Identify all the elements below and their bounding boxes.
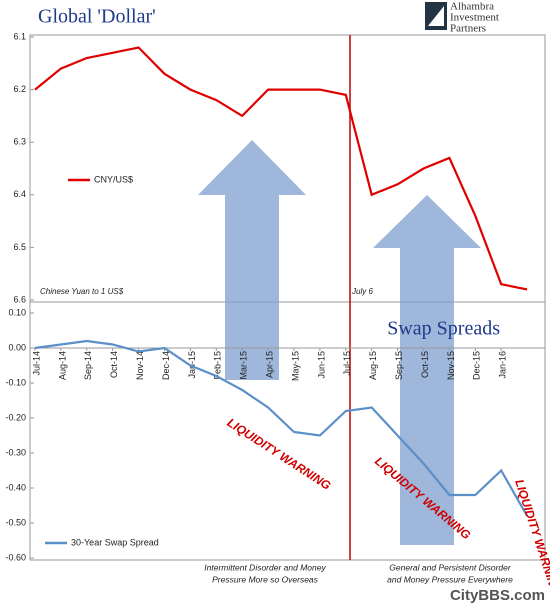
y-tick-label: -0.10	[5, 377, 26, 387]
x-tick-label: Aug-15	[368, 351, 378, 380]
y-tick-label: -0.20	[5, 412, 26, 422]
frame	[29, 34, 546, 561]
annotation: and Money Pressure Everywhere	[387, 574, 513, 584]
chart-title: Global 'Dollar'	[38, 6, 156, 28]
x-tick-label: Nov-15	[446, 351, 456, 380]
y-tick-label: -0.40	[5, 482, 26, 492]
logo-icon	[428, 6, 444, 26]
x-tick-label: May-15	[290, 351, 300, 381]
annotation: Pressure More so Overseas	[212, 574, 319, 584]
x-tick-label: Oct-14	[109, 351, 119, 378]
x-tick-label: Sep-14	[83, 351, 93, 380]
annotation: General and Persistent Disorder	[389, 562, 512, 572]
data-line	[34, 46, 528, 291]
x-tick-label: Jan-16	[498, 351, 508, 379]
x-tick-label: Nov-14	[135, 351, 145, 380]
y-tick-label: 6.2	[13, 84, 26, 94]
y-tick-label: 6.5	[13, 242, 26, 252]
x-tick-label: Sep-15	[394, 351, 404, 380]
x-tick-label: Jan-15	[187, 351, 197, 379]
y-tick-label: 0.10	[8, 307, 26, 317]
x-tick-label: Dec-14	[161, 351, 171, 380]
arrow	[198, 140, 306, 380]
arrow	[373, 195, 481, 545]
y-tick-label: 6.3	[13, 137, 26, 147]
watermark: CityBBS.com	[450, 587, 545, 604]
annotation: Chinese Yuan to 1 US$	[40, 287, 124, 296]
y-tick-label: -0.30	[5, 447, 26, 457]
y-tick-label: 0.00	[8, 342, 26, 352]
logo-text: Alhambra	[450, 1, 494, 13]
data-line	[34, 339, 529, 517]
x-tick-label: Jul-14	[31, 351, 41, 376]
x-tick-label: Dec-15	[472, 351, 482, 380]
y-tick-label: 6.4	[13, 189, 26, 199]
x-tick-label: Mar-15	[239, 351, 249, 380]
y-tick-label: 6.1	[13, 31, 26, 41]
chart-title: Swap Spreads	[387, 318, 500, 340]
legend-label: 30-Year Swap Spread	[71, 537, 159, 547]
y-tick-label: -0.50	[5, 517, 26, 527]
y-tick-label: -0.60	[5, 552, 26, 562]
legend-label: CNY/US$	[94, 174, 133, 184]
x-tick-label: Oct-15	[420, 351, 430, 378]
x-tick-label: Feb-15	[213, 351, 223, 380]
x-tick-label: Jun-15	[316, 351, 326, 379]
x-tick-label: Apr-15	[264, 351, 274, 378]
x-tick-label: Jul-15	[342, 351, 352, 376]
annotation: July 6	[351, 287, 373, 296]
annotation: Intermittent Disorder and Money	[204, 562, 326, 572]
y-tick-label: 6.6	[13, 294, 26, 304]
logo-text: Partners	[450, 23, 486, 35]
x-tick-label: Aug-14	[57, 351, 67, 380]
logo-text: Investment	[450, 12, 499, 24]
